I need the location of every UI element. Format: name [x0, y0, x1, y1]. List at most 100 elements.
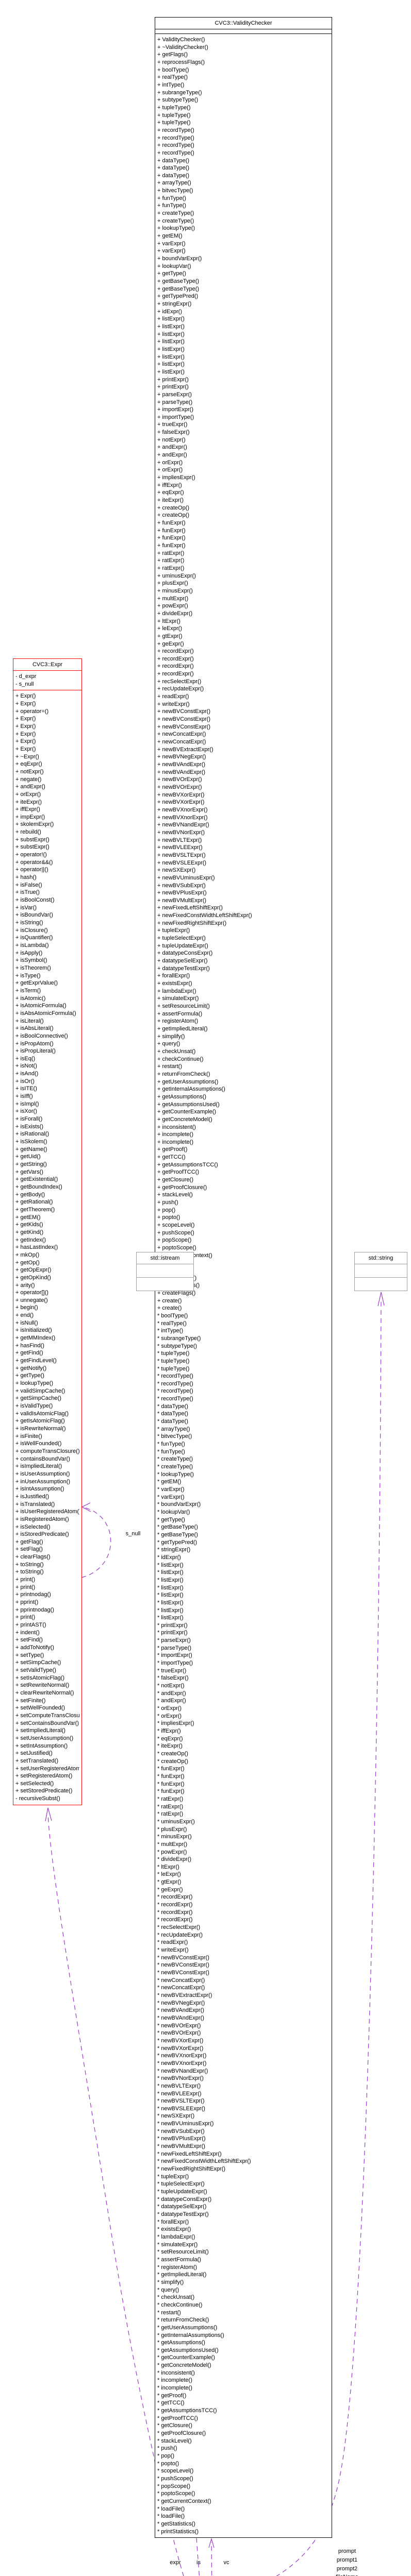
- method-row: + leExpr(): [157, 625, 182, 632]
- method-row: * newBVOrExpr(): [157, 2030, 201, 2037]
- method-row: + impliesExpr(): [157, 474, 195, 481]
- method-row: + newBVExtractExpr(): [157, 746, 213, 753]
- method-row: + push(): [157, 1199, 178, 1206]
- method-row: + isPropLiteral(): [15, 1048, 56, 1055]
- method-row: + getType(): [157, 270, 186, 277]
- method-row: * newBVNorExpr(): [157, 2075, 204, 2082]
- method-row: + divideExpr(): [157, 610, 193, 617]
- method-row: + dataType(): [157, 172, 190, 179]
- method-row: + setIntAssumption(): [15, 1742, 68, 1749]
- method-row: + isSkolem(): [15, 1139, 47, 1145]
- method-row: + isITE(): [15, 1086, 37, 1092]
- method-row: + orExpr(): [157, 459, 183, 466]
- method-row: + restart(): [157, 1063, 182, 1070]
- method-row: + ~Expr(): [15, 753, 39, 760]
- method-row: * pop(): [157, 2453, 175, 2459]
- method-row: + orExpr(): [15, 791, 41, 798]
- method-row: * getInternalAssumptions(): [157, 2332, 224, 2338]
- method-row: + powExpr(): [157, 603, 188, 609]
- class-box-string[interactable]: std::string: [354, 1252, 407, 1291]
- method-row: + stringExpr(): [157, 300, 192, 307]
- method-row: + getTypePred(): [157, 293, 199, 300]
- method-row: + andExpr(): [15, 784, 45, 790]
- method-row: + isXor(): [15, 1108, 37, 1115]
- edge-label-is: is: [196, 2560, 201, 2566]
- method-row: + isFalse(): [15, 882, 42, 888]
- method-row: + importExpr(): [157, 406, 193, 413]
- method-row: * andExpr(): [157, 1698, 186, 1704]
- method-row: + iffExpr(): [157, 482, 182, 488]
- method-row: + isForall(): [15, 1116, 43, 1123]
- method-row: + checkContinue(): [157, 1056, 204, 1062]
- method-row: + newBVSubExpr(): [157, 882, 206, 889]
- method-row: + listExpr(): [157, 368, 185, 375]
- method-row: + checkUnsat(): [157, 1048, 196, 1055]
- class-box-validitychecker[interactable]: CVC3::ValidityChecker + ValidityChecker()…: [155, 17, 332, 2538]
- method-row: + parseExpr(): [157, 391, 192, 398]
- method-row: + printnodag(): [15, 1591, 51, 1598]
- method-row: * tupleType(): [157, 1358, 190, 1364]
- method-row: * parseExpr(): [157, 1637, 191, 1644]
- method-row: + Expr(): [15, 716, 36, 722]
- method-row: + isWellFounded(): [15, 1440, 62, 1447]
- method-row: + lambdaExpr(): [157, 988, 196, 994]
- method-row: * listExpr(): [157, 1584, 184, 1591]
- method-row: + ~ValidityChecker(): [157, 44, 208, 50]
- method-row: * poptoScope(): [157, 2490, 195, 2497]
- method-row: + createFlags(): [157, 1290, 196, 1296]
- method-row: * tupleUpdateExpr(): [157, 2189, 207, 2195]
- method-row: + lookupType(): [15, 1380, 54, 1387]
- class-box-expr[interactable]: CVC3::Expr - d_expr - s_null + Expr() + Expr…: [13, 658, 82, 1805]
- method-row: * boolType(): [157, 1312, 188, 1319]
- method-row: * loadFile(): [157, 2513, 185, 2520]
- method-row: + isLiteral(): [15, 1018, 44, 1024]
- method-row: + andExpr(): [157, 452, 187, 459]
- method-row: * recordType(): [157, 1388, 193, 1395]
- method-row: + getExprValue(): [15, 980, 58, 987]
- method-row: * newConcatExpr(): [157, 1977, 205, 1984]
- method-row: + tupleUpdateExpr(): [157, 942, 208, 949]
- method-row: + Expr(): [15, 693, 36, 700]
- method-row: + isUserRegisteredAtom(): [15, 1509, 79, 1515]
- method-row: + Expr(): [15, 738, 36, 745]
- method-row: * getCounterExample(): [157, 2354, 215, 2361]
- method-row: * pushScope(): [157, 2475, 193, 2482]
- method-row: + multExpr(): [157, 595, 189, 602]
- method-row: * funExpr(): [157, 1781, 185, 1787]
- method-row: + ratExpr(): [157, 557, 185, 564]
- method-row: + newBVXorExpr(): [157, 799, 205, 806]
- method-row: + getOpKind(): [15, 1274, 51, 1281]
- class-box-istream[interactable]: std::istream: [136, 1252, 194, 1291]
- method-row: * getProofClosure(): [157, 2430, 206, 2437]
- method-row: + subrangeType(): [157, 89, 202, 96]
- method-row: * arrayType(): [157, 1426, 190, 1432]
- edge-label-strings: prompt prompt1 prompt2 fileName: [336, 2548, 358, 2576]
- method-row: * getClosure(): [157, 2422, 192, 2429]
- method-row: + isBoundVar(): [15, 912, 53, 919]
- method-row: + tupleSelectExpr(): [157, 935, 206, 942]
- method-row: * listExpr(): [157, 1599, 184, 1606]
- method-row: * gtExpr(): [157, 1879, 182, 1886]
- method-row: + eqExpr(): [15, 761, 42, 768]
- method-row: + setSelected(): [15, 1780, 54, 1787]
- method-row: * stackLevel(): [157, 2437, 192, 2444]
- method-row: * recordType(): [157, 1396, 193, 1402]
- method-row: * newBVConstExpr(): [157, 1962, 209, 1969]
- method-row: + setWellFounded(): [15, 1705, 65, 1711]
- method-row: + isTerm(): [15, 987, 41, 994]
- edge-arrowhead-s_null: [81, 1502, 91, 1512]
- method-row: * subrangeType(): [157, 1335, 201, 1342]
- method-row: * listExpr(): [157, 1577, 184, 1583]
- method-row: + setTranslated(): [15, 1757, 59, 1764]
- method-row: + setIsAtomicFlag(): [15, 1674, 65, 1681]
- method-row: + substExpr(): [15, 844, 50, 851]
- method-row: * getAssumptions(): [157, 2340, 205, 2346]
- method-row: + isLambda(): [15, 942, 49, 948]
- method-row: + scopeLevel(): [157, 1222, 195, 1229]
- method-row: * printExpr(): [157, 1622, 188, 1629]
- method-row: * iffExpr(): [157, 1728, 181, 1734]
- method-row: * divideExpr(): [157, 1856, 192, 1863]
- method-row: + hash(): [15, 874, 37, 881]
- method-row: * recordType(): [157, 1373, 193, 1380]
- edge-arrowhead-strings: [377, 1292, 385, 1307]
